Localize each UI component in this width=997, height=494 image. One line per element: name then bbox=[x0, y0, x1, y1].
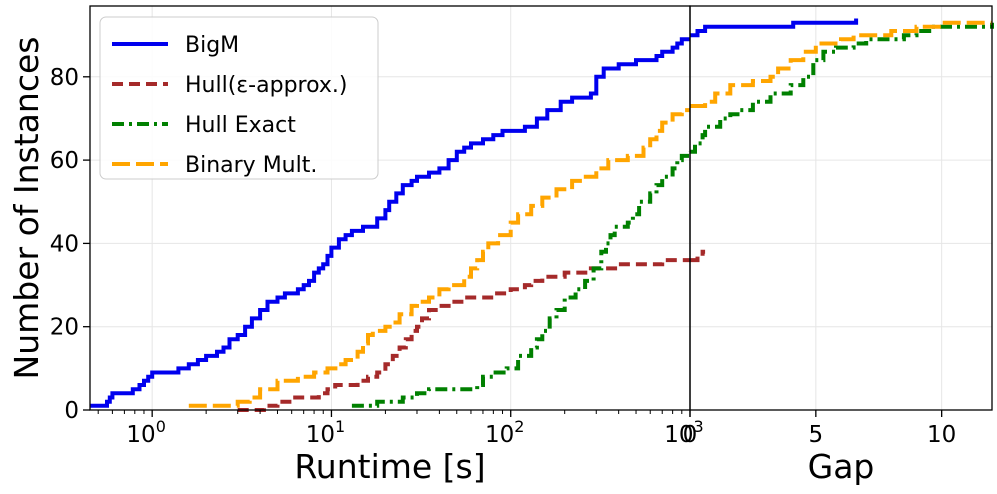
series-line-runtime-bigm bbox=[90, 37, 690, 408]
x-axis-title-gap: Gap bbox=[808, 447, 875, 486]
y-tick-label: 60 bbox=[50, 148, 79, 174]
y-tick-label: 0 bbox=[64, 398, 79, 424]
y-tick-label: 80 bbox=[50, 65, 79, 91]
series-line-gap-hull-exact bbox=[690, 22, 994, 154]
series-line-gap-bigm bbox=[690, 18, 859, 38]
series-lines bbox=[90, 18, 994, 412]
series-line-gap-binary-mult bbox=[690, 20, 992, 108]
legend-label: Hull(ε-approx.) bbox=[185, 73, 347, 98]
series-line-runtime-hull-approx bbox=[237, 258, 690, 412]
series-line-gap-hull-approx bbox=[690, 249, 706, 263]
legend-label: Binary Mult. bbox=[185, 153, 317, 178]
x-tick-label-runtime: 103 bbox=[664, 417, 703, 448]
series-line-runtime-hull-exact bbox=[351, 151, 692, 408]
legend-label: BigM bbox=[185, 33, 239, 58]
gap-panel-frame bbox=[689, 5, 993, 411]
x-axis-title-runtime: Runtime [s] bbox=[294, 447, 485, 486]
x-tick-label-runtime: 102 bbox=[485, 417, 524, 448]
legend-label: Hull Exact bbox=[185, 113, 296, 138]
y-tick-label: 20 bbox=[50, 315, 79, 341]
axes-frame bbox=[89, 5, 993, 411]
y-tick-label: 40 bbox=[50, 231, 79, 257]
x-tick-label-gap: 0 bbox=[683, 422, 698, 448]
legend-box bbox=[99, 16, 379, 180]
series-line-runtime-binary-mult bbox=[188, 108, 690, 408]
legend: BigM Hull(ε-approx.) Hull Exact Binary Mult… bbox=[99, 16, 379, 180]
x-tick-label-gap: 5 bbox=[809, 422, 824, 448]
x-tick-label-runtime: 100 bbox=[126, 417, 165, 448]
x-tick-label-runtime: 101 bbox=[306, 417, 345, 448]
y-axis-title: Number of Instances bbox=[7, 37, 46, 380]
x-tick-label-gap: 10 bbox=[927, 422, 956, 448]
